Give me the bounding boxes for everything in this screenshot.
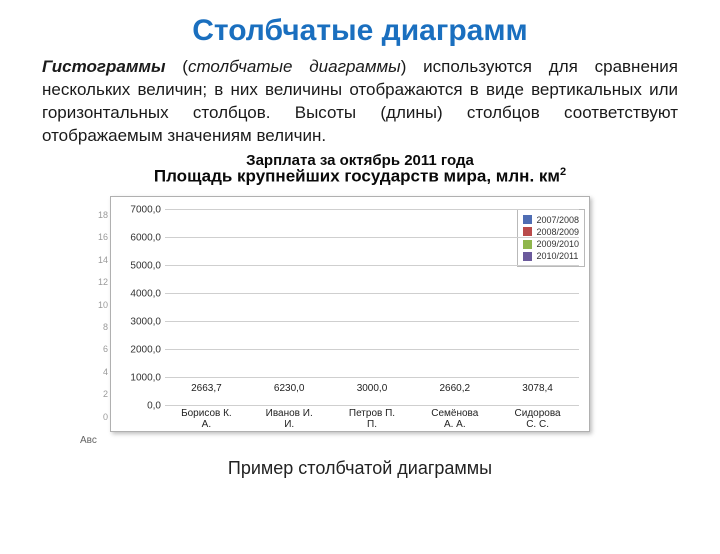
chart-title-front-text: Площадь крупнейших государств мира, млн.… xyxy=(154,166,560,185)
gridline xyxy=(165,237,579,238)
gridline xyxy=(165,377,579,378)
y-tick-label: 1000,0 xyxy=(115,372,161,383)
x-tick-label: Семёнова А. А. xyxy=(428,405,481,430)
chart-zone: 181614121086420 Авс 2007/20082008/200920… xyxy=(60,192,660,452)
y-tick-label: 5000,0 xyxy=(115,260,161,271)
overlapping-titles: Зарплата за октябрь 2011 года Площадь кр… xyxy=(0,152,720,188)
chart-caption: Пример столбчатой диаграммы xyxy=(0,458,720,479)
chart-frame: 2007/20082008/20092009/20102010/2011 266… xyxy=(110,196,590,432)
description-paragraph: Гистограммы (столбчатые диаграммы) испол… xyxy=(42,56,678,148)
y-tick-label: 4000,0 xyxy=(115,288,161,299)
ghost-y-axis: 181614121086420 xyxy=(84,210,108,422)
gridline xyxy=(165,405,579,406)
x-tick-label: Иванов И. И. xyxy=(263,405,316,430)
bar-value-label: 3078,4 xyxy=(511,383,564,394)
bar-value-label: 6230,0 xyxy=(263,383,316,394)
y-tick-label: 7000,0 xyxy=(115,204,161,215)
x-tick-label: Сидорова С. С. xyxy=(511,405,564,430)
y-tick-label: 2000,0 xyxy=(115,344,161,355)
bars-container: 2663,7Борисов К. А.6230,0Иванов И. И.300… xyxy=(165,209,579,405)
y-tick-label: 6000,0 xyxy=(115,232,161,243)
chart-title-front: Площадь крупнейших государств мира, млн.… xyxy=(0,166,720,187)
gridline xyxy=(165,209,579,210)
x-tick-label: Борисов К. А. xyxy=(180,405,233,430)
gridline xyxy=(165,293,579,294)
bar-value-label: 2663,7 xyxy=(180,383,233,394)
gridline xyxy=(165,321,579,322)
page-title: Столбчатые диаграмм xyxy=(0,14,720,48)
term-histogram: Гистограммы xyxy=(42,57,165,76)
ghost-x-axis: Авс xyxy=(80,435,97,446)
y-tick-label: 0,0 xyxy=(115,400,161,411)
y-tick-label: 3000,0 xyxy=(115,316,161,327)
chart-title-front-sup: 2 xyxy=(560,166,566,178)
plot-area: 2663,7Борисов К. А.6230,0Иванов И. И.300… xyxy=(165,209,579,405)
term-bar-diagram: столбчатые диаграммы xyxy=(188,57,401,76)
bar-value-label: 3000,0 xyxy=(346,383,399,394)
bar-value-label: 2660,2 xyxy=(428,383,481,394)
x-tick-label: Петров П. П. xyxy=(346,405,399,430)
gridline xyxy=(165,265,579,266)
gridline xyxy=(165,349,579,350)
